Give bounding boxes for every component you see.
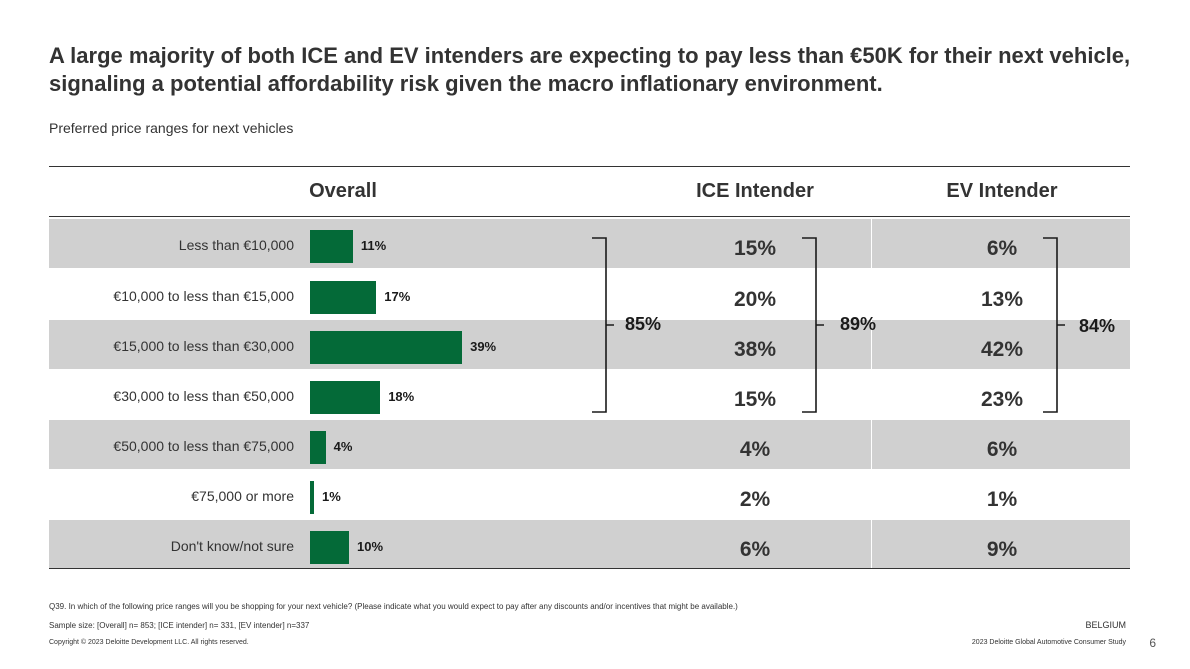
ev-value: 23% xyxy=(980,388,1024,411)
bracket-total-ice: 89% xyxy=(840,314,877,334)
footnote-question: Q39. In which of the following price ran… xyxy=(49,602,738,611)
bar-value-label: 17% xyxy=(384,289,411,304)
page-number: 6 xyxy=(1149,636,1156,650)
column-header-overall: Overall xyxy=(309,180,377,202)
ev-value: 9% xyxy=(986,538,1018,561)
column-divider xyxy=(871,217,872,568)
ev-value: 13% xyxy=(980,288,1024,311)
ev-value: 6% xyxy=(986,237,1018,260)
bar-overall xyxy=(310,481,314,514)
ev-value: 42% xyxy=(980,338,1024,361)
country-label: BELGIUM xyxy=(1085,620,1126,630)
ice-value: 15% xyxy=(733,388,777,411)
page-title: A large majority of both ICE and EV inte… xyxy=(49,43,1131,96)
bar-value-label: 18% xyxy=(388,389,415,404)
bar-value-label: 10% xyxy=(357,539,384,554)
bracket-total-overall: 85% xyxy=(625,314,662,334)
chart-subtitle: Preferred price ranges for next vehicles xyxy=(49,120,294,136)
category-label: Don't know/not sure xyxy=(170,538,294,554)
category-label: Less than €10,000 xyxy=(178,237,294,253)
bar-overall xyxy=(310,381,381,414)
ev-value: 1% xyxy=(986,488,1018,511)
bar-overall xyxy=(310,230,353,263)
bar-value-label: 4% xyxy=(333,439,353,454)
category-label: €30,000 to less than €50,000 xyxy=(113,388,294,404)
copyright: Copyright © 2023 Deloitte Development LL… xyxy=(49,639,249,646)
bar-value-label: 1% xyxy=(322,489,341,504)
row-band xyxy=(49,520,1130,569)
footnote-sample: Sample size: [Overall] n= 853; [ICE inte… xyxy=(49,621,310,630)
category-label: €10,000 to less than €15,000 xyxy=(113,288,294,304)
bracket-total-ev: 84% xyxy=(1079,316,1116,336)
category-label: €75,000 or more xyxy=(191,488,294,504)
table-header-rule xyxy=(49,216,1130,217)
bar-overall xyxy=(310,331,463,364)
row-band xyxy=(49,320,1130,369)
bar-value-label: 39% xyxy=(470,339,497,354)
ice-value: 2% xyxy=(739,488,771,511)
category-label: €50,000 to less than €75,000 xyxy=(113,438,294,454)
column-header-ev: EV Intender xyxy=(946,180,1058,202)
ev-value: 6% xyxy=(986,438,1018,461)
column-header-ice: ICE Intender xyxy=(696,180,814,202)
ice-value: 38% xyxy=(733,338,777,361)
bar-overall xyxy=(310,431,326,464)
category-label: €15,000 to less than €30,000 xyxy=(113,338,294,354)
ice-value: 20% xyxy=(733,288,777,311)
ice-value: 4% xyxy=(739,438,771,461)
study-label: 2023 Deloitte Global Automotive Consumer… xyxy=(971,639,1126,646)
bar-overall xyxy=(310,281,377,314)
row-band xyxy=(49,219,1130,268)
bar-value-label: 11% xyxy=(360,238,387,253)
table-bottom-rule xyxy=(49,568,1130,569)
bar-overall xyxy=(310,531,349,564)
ice-value: 6% xyxy=(739,538,771,561)
table-top-rule xyxy=(49,166,1130,167)
ice-value: 15% xyxy=(733,237,777,260)
row-band xyxy=(49,420,1130,469)
